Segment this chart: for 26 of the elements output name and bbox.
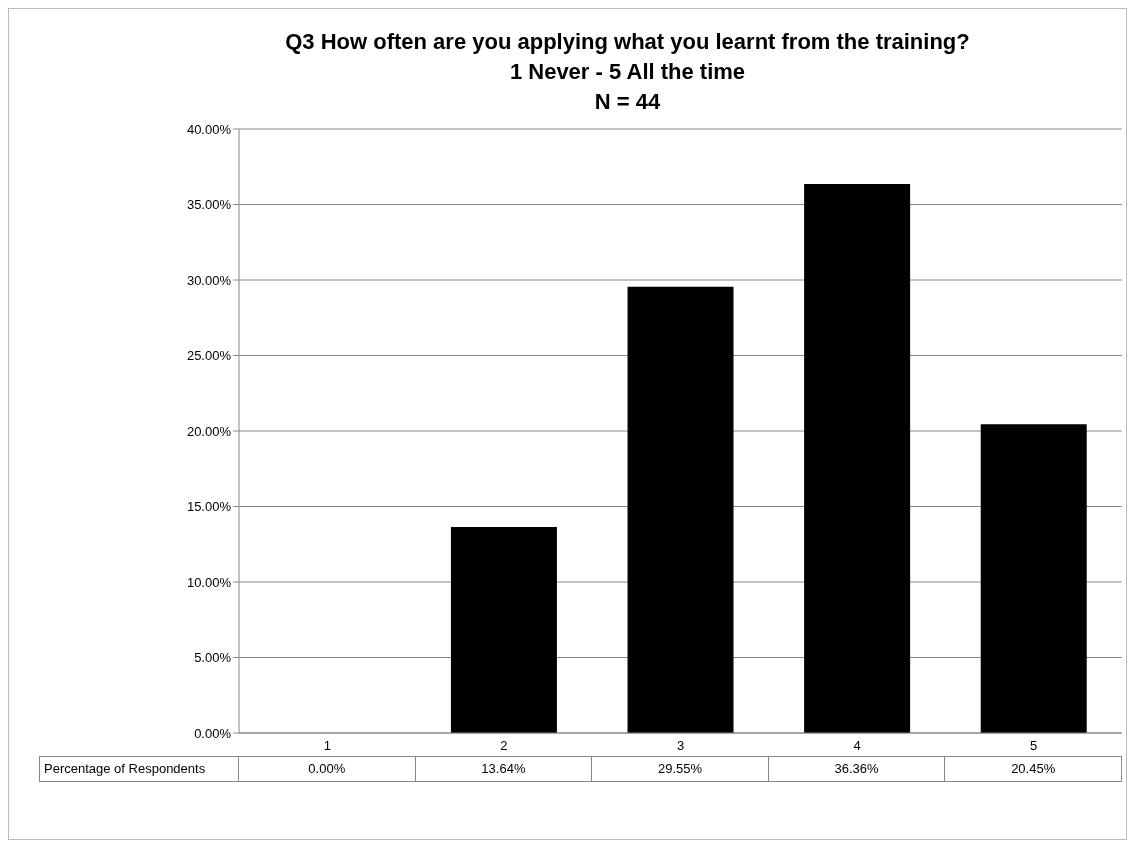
text: Percentage of Respondents: [44, 761, 206, 776]
y-tick-label: 0.00%: [194, 725, 232, 741]
bar: [804, 183, 911, 733]
x-tick-label: 1: [323, 738, 331, 754]
bar: [980, 424, 1087, 733]
y-tick-label: 35.00%: [186, 197, 232, 213]
x-tick-label: 5: [1030, 738, 1038, 754]
data-label: 29.55%: [592, 756, 769, 782]
chart-subtitle: 1 Never - 5 All the time N = 44: [508, 58, 747, 116]
data-label: 0.00%: [239, 756, 416, 782]
x-tick-label: 4: [853, 738, 861, 754]
bar: [450, 527, 557, 733]
y-tick-label: 25.00%: [186, 348, 232, 364]
x-tick-label: 2: [500, 738, 508, 754]
y-tick-label: 40.00%: [186, 121, 232, 137]
x-tick-label: 3: [676, 738, 685, 754]
y-tick-label: 20.00%: [186, 423, 232, 439]
y-tick-label: 15.00%: [186, 499, 232, 515]
y-tick-label: 5.00%: [194, 650, 232, 666]
data-label: 36.36%: [768, 756, 946, 782]
bar: [627, 286, 734, 733]
data-label: 20.45%: [945, 756, 1122, 782]
y-tick-label: 10.00%: [186, 574, 232, 590]
y-tick-label: 30.00%: [186, 272, 232, 288]
chart-title: Q3 How often are you applying what you learnt from the training?: [284, 28, 971, 56]
data-label: 13.64%: [415, 756, 593, 782]
